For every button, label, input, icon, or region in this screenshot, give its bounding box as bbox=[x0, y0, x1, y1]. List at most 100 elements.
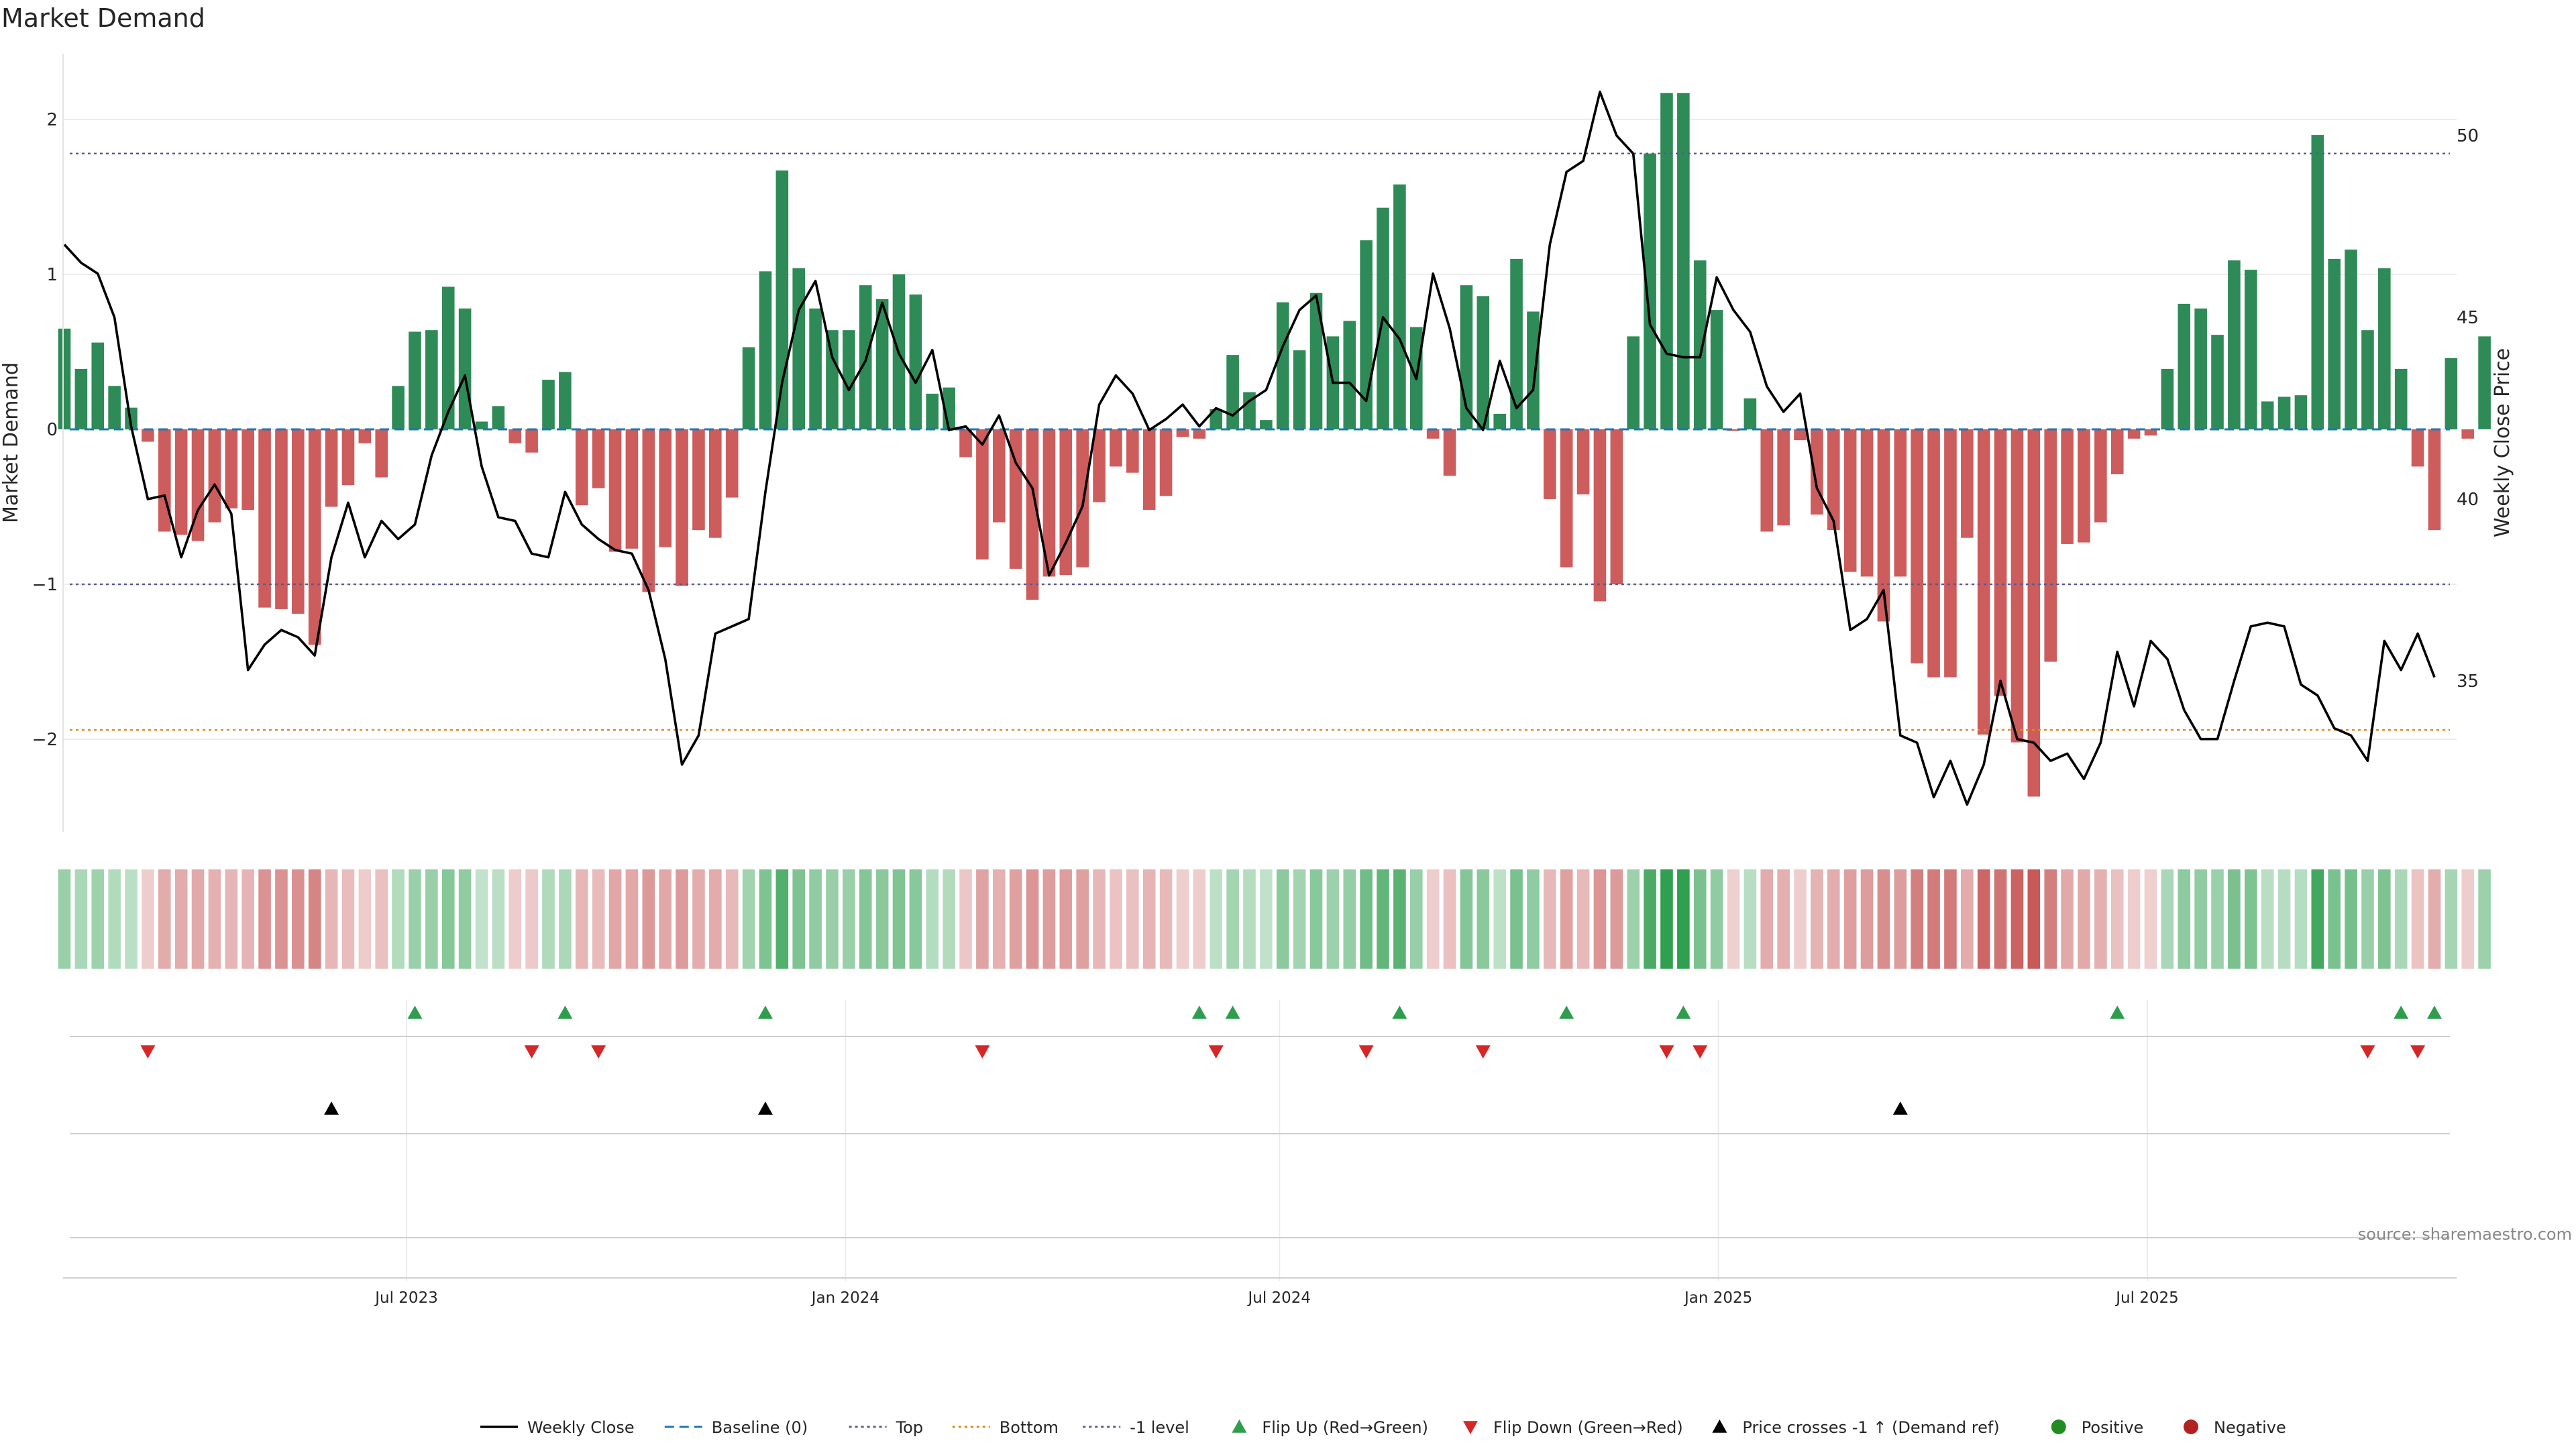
y-axis-label: Market Demand bbox=[0, 362, 23, 523]
heat-cell bbox=[1677, 869, 1690, 969]
heat-cell bbox=[1443, 869, 1456, 969]
heat-cell bbox=[142, 869, 154, 969]
heat-cell bbox=[542, 869, 555, 969]
demand-bar bbox=[2461, 429, 2475, 439]
flip-up-marker bbox=[2394, 1006, 2409, 1019]
legend-label: Price crosses -1 ↑ (Demand ref) bbox=[1742, 1418, 1999, 1437]
heat-cell bbox=[108, 869, 121, 969]
heat-cell bbox=[292, 869, 305, 969]
heat-cell bbox=[1894, 869, 1907, 969]
heat-cell bbox=[2061, 869, 2074, 969]
demand-bar bbox=[2211, 335, 2224, 429]
demand-bar bbox=[1527, 311, 1540, 429]
demand-bar bbox=[1743, 398, 1757, 429]
heat-cell bbox=[174, 869, 188, 969]
demand-bar bbox=[358, 429, 372, 443]
heat-cell bbox=[2345, 869, 2357, 969]
y2-tick-label: 50 bbox=[2457, 126, 2479, 146]
heat-cell bbox=[2094, 869, 2107, 969]
heat-cell bbox=[775, 869, 789, 969]
heat-cell bbox=[1994, 869, 2007, 969]
heat-cell bbox=[1911, 869, 1923, 969]
demand-bar bbox=[1994, 429, 2007, 696]
x-tick-label: Jul 2023 bbox=[374, 1289, 438, 1307]
heat-cell bbox=[976, 869, 989, 969]
demand-bar bbox=[909, 294, 922, 429]
legend-swatch-dot bbox=[2184, 1419, 2198, 1434]
demand-bar bbox=[1843, 429, 1857, 572]
demand-bar bbox=[2328, 258, 2341, 429]
heat-cell bbox=[1293, 869, 1306, 969]
heat-cell bbox=[959, 869, 972, 969]
heat-cell bbox=[1777, 869, 1790, 969]
demand-bar bbox=[1210, 409, 1223, 429]
legend-item: Price crosses -1 ↑ (Demand ref) bbox=[1712, 1418, 2000, 1437]
demand-bar bbox=[2161, 368, 2174, 429]
heat-cell bbox=[1009, 869, 1022, 969]
flip-down-marker bbox=[1358, 1045, 1374, 1059]
heat-cell bbox=[2161, 869, 2174, 969]
demand-bar bbox=[1477, 296, 1490, 429]
heat-cell bbox=[1811, 869, 1823, 969]
heat-cell bbox=[1477, 869, 1490, 969]
demand-bar bbox=[759, 271, 772, 429]
heat-cell bbox=[1059, 869, 1073, 969]
demand-bar bbox=[592, 429, 605, 488]
demand-bar bbox=[241, 429, 254, 511]
heat-cell bbox=[1093, 869, 1106, 969]
legend-item: Top bbox=[849, 1418, 924, 1437]
demand-bar bbox=[2361, 330, 2374, 429]
demand-bar bbox=[2027, 429, 2041, 797]
flip-up-marker bbox=[1676, 1006, 1691, 1019]
x-tick-label: Jan 2025 bbox=[1683, 1289, 1752, 1307]
heat-cell bbox=[1644, 869, 1656, 969]
heat-cell bbox=[1243, 869, 1256, 969]
demand-bar bbox=[1243, 392, 1256, 429]
demand-bar bbox=[392, 386, 405, 429]
demand-bar bbox=[2127, 429, 2141, 439]
heat-cell bbox=[926, 869, 939, 969]
demand-bar bbox=[425, 330, 438, 429]
demand-bar bbox=[843, 330, 855, 429]
demand-bar bbox=[792, 268, 806, 429]
demand-bar bbox=[542, 380, 555, 429]
legend-label: Top bbox=[896, 1418, 924, 1437]
heat-cell bbox=[1961, 869, 1974, 969]
heat-cell bbox=[1727, 869, 1740, 969]
heat-cell bbox=[1226, 869, 1239, 969]
axes: 2 1 0 −2 −1 50 45 40 35 Jul 2023 Jan 2024 Jul 2024 J… bbox=[32, 54, 2479, 1307]
legend-label: Flip Down (Green→Red) bbox=[1493, 1418, 1683, 1437]
y2-tick-label: 35 bbox=[2457, 672, 2479, 692]
demand-bar bbox=[608, 429, 622, 552]
heat-cell bbox=[1510, 869, 1523, 969]
legend-swatch-triangle-up bbox=[1232, 1419, 1247, 1433]
demand-bar bbox=[1693, 260, 1707, 429]
heat-cell bbox=[1393, 869, 1406, 969]
heat-cell bbox=[308, 869, 321, 969]
heat-cell bbox=[809, 869, 822, 969]
demand-bar bbox=[2010, 429, 2024, 743]
demand-bar bbox=[108, 386, 121, 429]
demand-bar bbox=[341, 429, 355, 486]
heat-cell bbox=[475, 869, 488, 969]
demand-bar bbox=[1927, 429, 1940, 678]
heat-cell bbox=[1193, 869, 1206, 969]
flip-up-marker bbox=[1392, 1006, 1407, 1019]
heat-cell bbox=[1843, 869, 1857, 969]
heat-cell bbox=[2044, 869, 2057, 969]
heat-cell bbox=[1977, 869, 1990, 969]
heat-cell bbox=[1794, 869, 1807, 969]
heat-cell bbox=[1276, 869, 1289, 969]
signal-markers bbox=[140, 1006, 2442, 1115]
heat-cell bbox=[1210, 869, 1223, 969]
legend-label: Flip Up (Red→Green) bbox=[1262, 1418, 1428, 1437]
heat-cell bbox=[2211, 869, 2224, 969]
legend-label: Bottom bbox=[1000, 1418, 1059, 1437]
legend-item: Positive bbox=[2051, 1418, 2143, 1437]
demand-bar bbox=[692, 429, 705, 531]
demand-bar bbox=[625, 429, 639, 549]
heat-cell bbox=[2411, 869, 2424, 969]
demand-bar bbox=[2445, 358, 2458, 429]
demand-bar bbox=[1627, 336, 1640, 429]
heat-cell bbox=[2027, 869, 2041, 969]
